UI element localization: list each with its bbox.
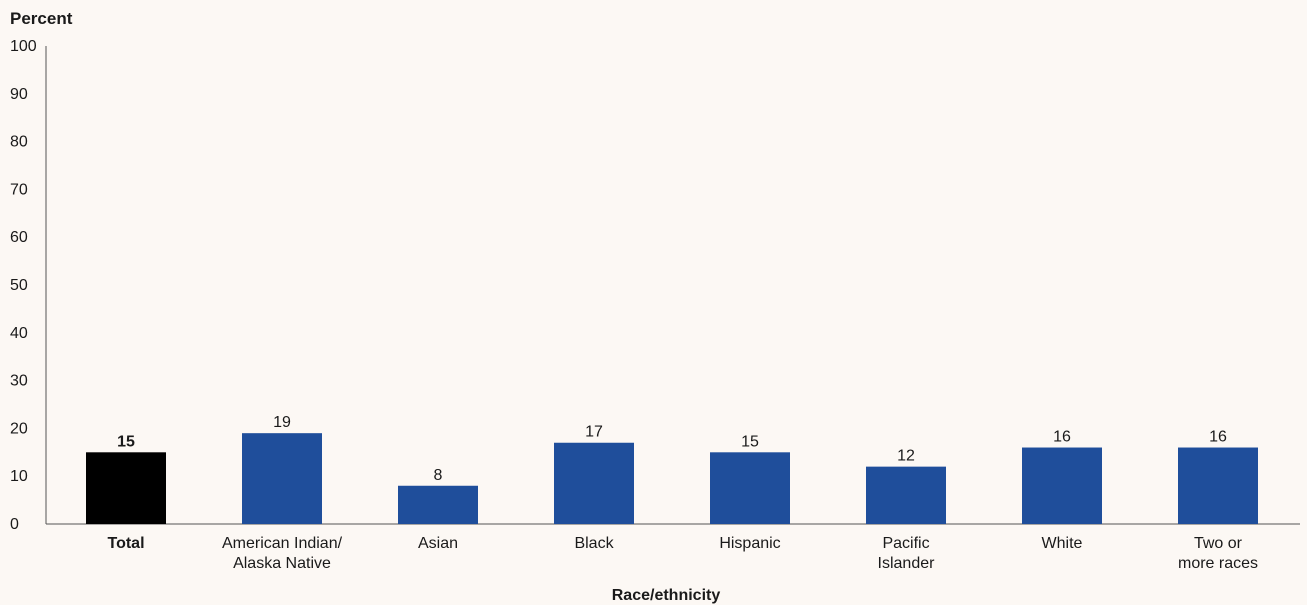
y-tick-label: 100 bbox=[10, 38, 37, 55]
category-label: Hispanic bbox=[719, 535, 780, 552]
bar bbox=[866, 466, 946, 524]
category-label: Two or bbox=[1194, 535, 1243, 552]
bar bbox=[554, 442, 634, 524]
y-tick-label: 70 bbox=[10, 181, 28, 198]
category-labels: Total American Indian/Alaska Native Asian B… bbox=[107, 535, 1258, 572]
category-label: White bbox=[1042, 535, 1083, 552]
bar bbox=[1178, 447, 1258, 524]
y-tick-label: 0 bbox=[10, 516, 19, 533]
bar-value-label: 19 bbox=[273, 414, 291, 431]
bar bbox=[710, 452, 790, 524]
bar-value-label: 17 bbox=[585, 424, 603, 441]
y-tick-label: 30 bbox=[10, 373, 28, 390]
y-axis-label: Percent bbox=[10, 9, 73, 28]
bar bbox=[86, 452, 166, 524]
bars-group: 15 19 8 17 15 12 16 16 bbox=[86, 414, 1258, 524]
y-tick-label: 20 bbox=[10, 420, 28, 437]
y-tick-label: 50 bbox=[10, 277, 28, 294]
y-axis-ticks: 0 10 20 30 40 50 60 70 80 90 100 bbox=[10, 38, 37, 533]
category-label: Total bbox=[107, 535, 144, 552]
category-label: American Indian/ bbox=[222, 535, 343, 552]
y-tick-label: 10 bbox=[10, 468, 28, 485]
y-tick-label: 90 bbox=[10, 86, 28, 103]
bar bbox=[1022, 447, 1102, 524]
bar bbox=[242, 433, 322, 524]
bar-value-label: 16 bbox=[1209, 429, 1227, 446]
x-axis-title: Race/ethnicity bbox=[612, 587, 721, 604]
bar bbox=[398, 485, 478, 524]
y-tick-label: 60 bbox=[10, 229, 28, 246]
bar-value-label: 15 bbox=[117, 433, 135, 450]
y-tick-label: 80 bbox=[10, 134, 28, 151]
bar-value-label: 15 bbox=[741, 433, 759, 450]
category-label: Alaska Native bbox=[233, 555, 331, 572]
category-label: Pacific bbox=[882, 535, 929, 552]
bar-value-label: 8 bbox=[434, 467, 443, 484]
bar-value-label: 16 bbox=[1053, 429, 1071, 446]
category-label: Asian bbox=[418, 535, 458, 552]
category-label: more races bbox=[1178, 555, 1258, 572]
y-tick-label: 40 bbox=[10, 325, 28, 342]
category-label: Black bbox=[574, 535, 614, 552]
category-label: Islander bbox=[878, 555, 936, 572]
bar-value-label: 12 bbox=[897, 448, 915, 465]
